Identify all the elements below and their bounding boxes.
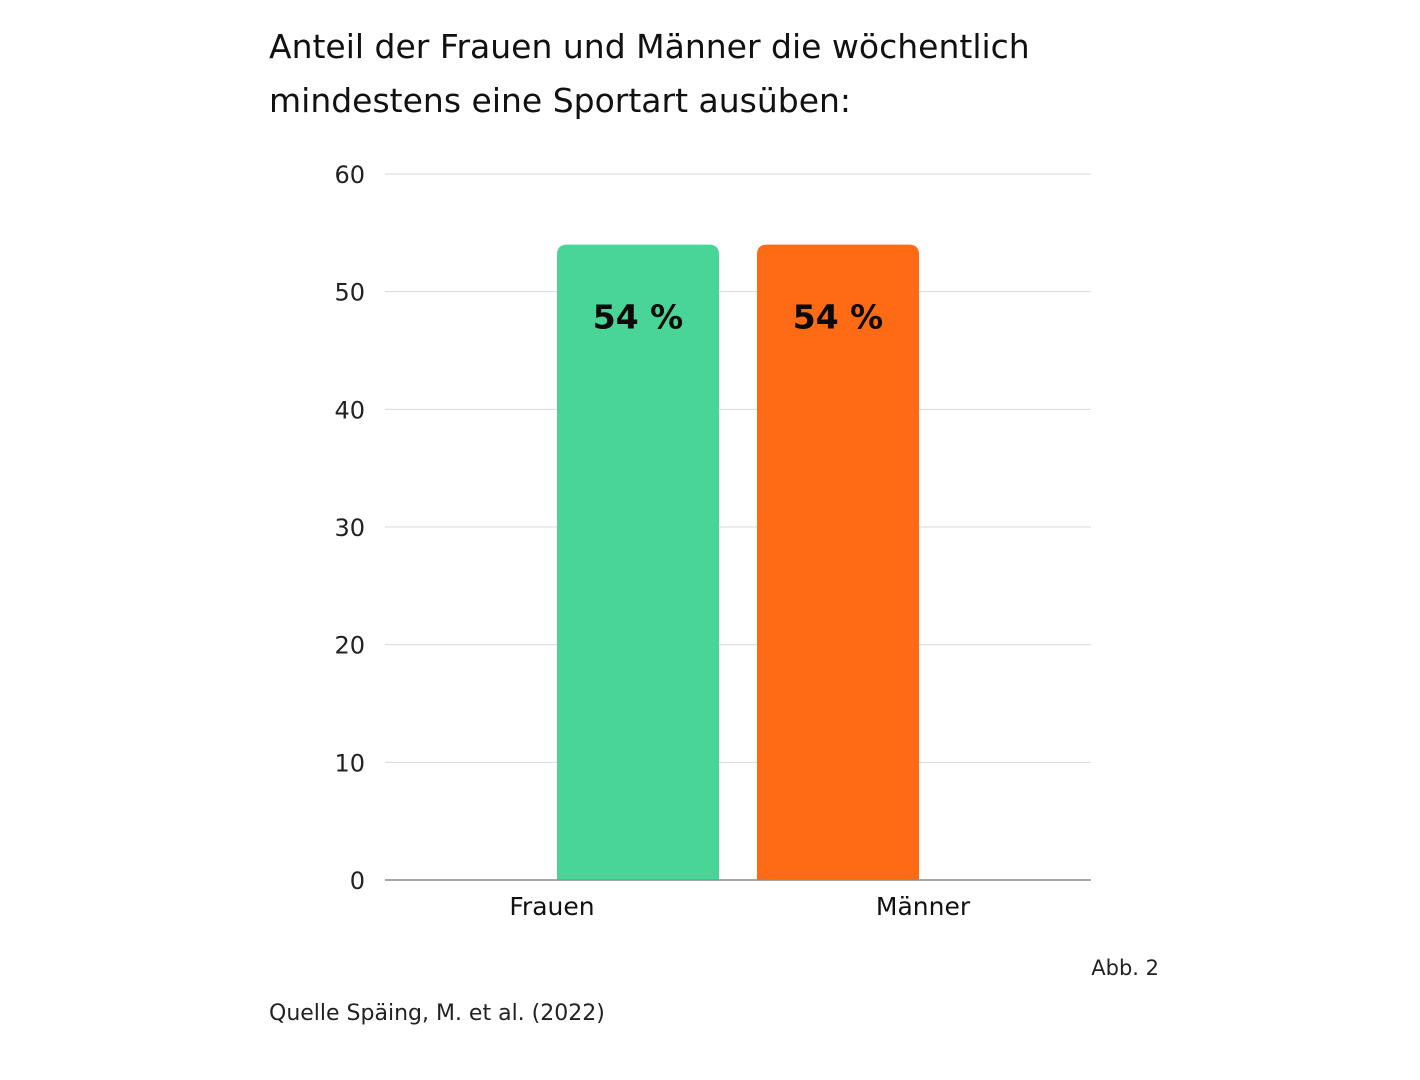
x-tick-label: Männer bbox=[876, 892, 971, 921]
y-tick-label: 20 bbox=[334, 632, 365, 660]
chart-title-line-2: mindestens eine Sportart ausüben: bbox=[269, 81, 852, 120]
chart-title: Anteil der Frauen und Männer die wöchent… bbox=[269, 20, 1129, 128]
y-tick-label: 10 bbox=[334, 749, 365, 777]
y-tick-label: 0 bbox=[350, 867, 365, 895]
gridlines bbox=[385, 173, 1091, 763]
data-label: 54 % bbox=[793, 298, 883, 337]
y-tick-label: 50 bbox=[334, 279, 365, 307]
y-tick-label: 30 bbox=[334, 514, 365, 542]
y-tick-label: 40 bbox=[334, 396, 365, 424]
x-tick-label: Frauen bbox=[509, 892, 594, 921]
bar-mnner bbox=[757, 244, 919, 881]
axes: 0 10 20 30 40 50 60 Frauen Männer bbox=[334, 161, 1091, 921]
source-note: Quelle Späing, M. et al. (2022) bbox=[269, 1001, 605, 1026]
chart-title-line-1: Anteil der Frauen und Männer die wöchent… bbox=[269, 27, 1030, 66]
bar-frauen bbox=[557, 244, 719, 881]
figure-label: Abb. 2 bbox=[1091, 956, 1159, 980]
data-label: 54 % bbox=[593, 298, 683, 337]
y-tick-label: 60 bbox=[334, 161, 365, 189]
bars: 54 % 54 % bbox=[557, 244, 919, 881]
